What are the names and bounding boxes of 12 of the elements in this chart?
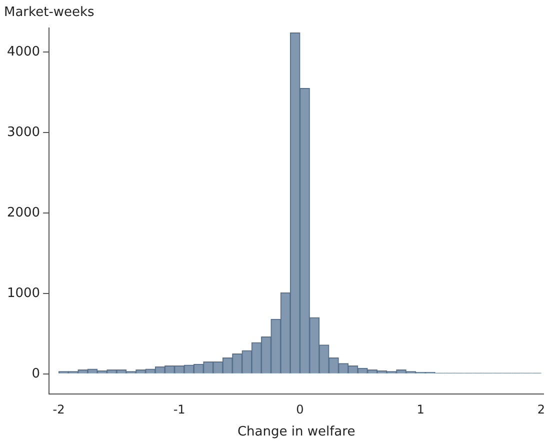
x-tick-label: 1	[416, 402, 424, 416]
y-tick-label: 3000	[6, 124, 40, 140]
x-tick-label: 0	[296, 402, 304, 416]
x-axis-title: Change in welfare	[237, 424, 356, 440]
y-tick-label: 1000	[6, 286, 40, 301]
y-tick-label: 4000	[6, 44, 40, 60]
y-tick-label: 0	[32, 366, 40, 382]
y-axis-title: Market-weeks	[4, 4, 95, 20]
x-tick-label: 2	[537, 402, 545, 416]
x-tick-label: -2	[52, 402, 65, 416]
y-tick-label: 2000	[6, 205, 40, 220]
x-tick-label: -1	[173, 402, 186, 416]
